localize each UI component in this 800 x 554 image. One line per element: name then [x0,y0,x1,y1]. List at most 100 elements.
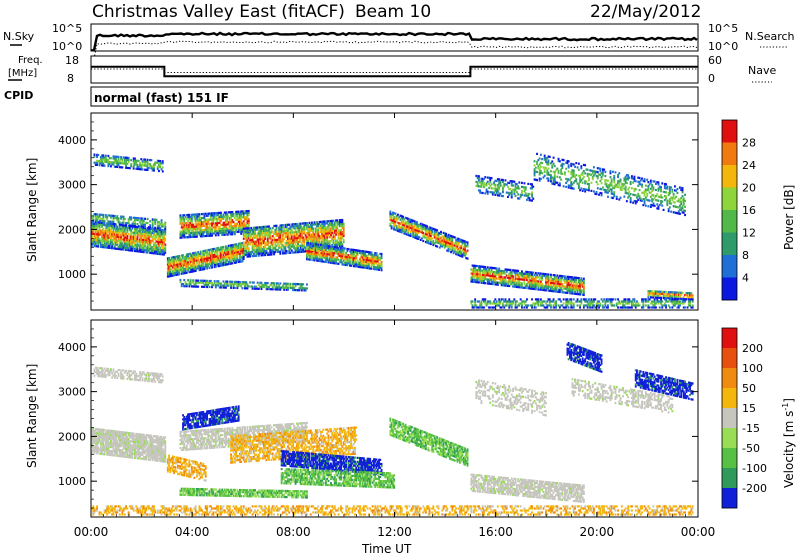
power-cell [207,226,210,229]
power-cell [273,224,275,228]
power-cell [427,227,430,230]
power-cell [216,257,219,260]
power-cell [476,181,479,184]
power-cell [483,277,485,281]
power-cell [232,214,235,218]
power-cell [455,238,458,242]
power-cell [190,227,193,230]
power-cell [233,247,236,250]
power-cell [242,243,245,246]
power-cell [237,212,240,215]
power-cell [104,154,107,157]
power-cell [509,268,512,272]
power-cell [173,260,176,263]
power-cell [532,185,535,188]
power-cell [447,250,450,253]
power-cell [560,283,563,286]
power-cell [457,239,460,243]
power-cell [123,232,126,235]
power-cell [173,256,176,259]
power-cell [217,265,220,268]
power-cell [225,280,227,283]
power-cell [233,233,236,236]
power-cell [240,224,243,227]
power-cell [526,194,528,197]
power-cell [158,169,160,173]
power-cell [225,282,227,285]
power-cell [237,260,240,264]
power-cell [169,264,172,268]
power-cell [519,278,522,281]
power-cell [507,268,509,271]
power-cell [255,240,258,243]
power-cell [233,286,236,289]
power-cell [290,243,293,246]
power-cell [101,217,103,220]
power-cell [123,242,126,245]
power-cell [367,261,370,264]
power-cell [208,262,211,266]
power-cell [416,229,418,232]
power-cell [303,287,306,290]
power-cell [517,286,520,289]
power-cell [146,233,149,236]
power-cell [166,269,169,272]
power-cell [309,225,312,228]
power-cell [233,222,236,226]
nave-tick-bottom: 0 [708,72,715,85]
power-cell [290,223,293,226]
power-cell [121,158,124,161]
power-cell [453,250,456,253]
power-cell [275,288,278,291]
power-cell [499,271,502,274]
power-cell [136,165,139,168]
power-cell [108,230,111,233]
power-cell [533,178,536,181]
power-cell [118,235,121,239]
power-cell [459,248,461,251]
power-cell [412,231,415,234]
power-cell [94,229,97,232]
power-cell [255,242,258,245]
power-cell [207,283,210,287]
power-cell [389,216,392,219]
power-cell [341,233,344,236]
power-cell [240,285,243,288]
power-cell [493,277,495,280]
power-cell [409,234,412,237]
power-cell [218,262,221,265]
power-cell [360,260,363,263]
power-cell [316,251,318,254]
power-cell [307,242,310,245]
power-cell [545,273,547,276]
power-cell [292,231,294,234]
power-cell [112,227,115,230]
power-cell [216,282,219,285]
power-cell [508,274,511,277]
power-cell [270,243,273,246]
power-cell [184,281,187,284]
power-cell [476,273,479,276]
power-cell [502,270,504,273]
power-cell [361,260,364,263]
power-cell [582,291,585,294]
power-cell [309,227,312,230]
power-cell [442,241,445,245]
power-cell [183,214,186,217]
power-cell [177,257,179,260]
power-cell [314,231,317,234]
power-cell [233,253,236,256]
power-cell [102,223,105,226]
power-cell [94,219,97,222]
power-cell [263,241,265,245]
power-cell [198,233,201,236]
power-cell [464,250,466,253]
power-cell [192,262,195,265]
power-cell [500,276,503,279]
power-cell [459,240,461,243]
power-cell [147,239,150,242]
power-cell [120,156,122,159]
power-cell [308,244,311,247]
power-cell [179,220,182,223]
power-cell [362,262,365,265]
